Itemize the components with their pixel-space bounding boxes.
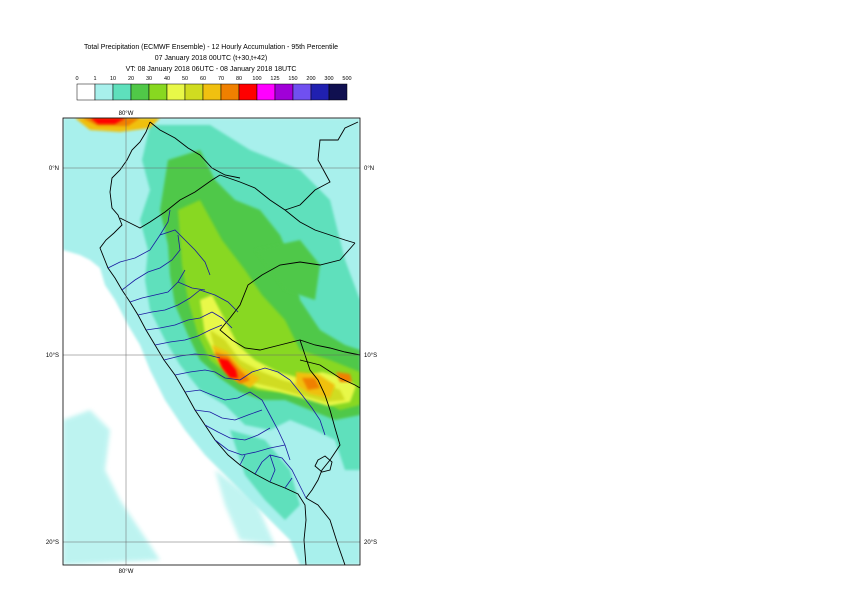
border-ecuador-peru bbox=[119, 174, 221, 229]
border-colombia-brazil bbox=[284, 121, 359, 211]
border-colombia-peru bbox=[219, 174, 356, 244]
legend-tick-label: 100 bbox=[252, 76, 261, 82]
border-peru-brazil bbox=[219, 242, 360, 356]
legend-tick-label: 300 bbox=[324, 76, 333, 82]
graticule bbox=[63, 118, 360, 565]
map-frame bbox=[62, 117, 361, 566]
lon-label-top: 80°W bbox=[119, 111, 134, 117]
legend-tick-label: 80 bbox=[236, 76, 242, 82]
legend-tick-label: 40 bbox=[164, 76, 170, 82]
admin-regions bbox=[107, 209, 326, 499]
country-borders bbox=[99, 121, 360, 565]
legend-tick-label: 70 bbox=[218, 76, 224, 82]
color-legend: 0 1 10 20 30 40 50 60 70 80 100 125 150 200 300 500 bbox=[75, 76, 352, 101]
precip-80mm bbox=[218, 358, 238, 378]
border-peru-bolivia bbox=[299, 339, 341, 499]
legend-tick-label: 125 bbox=[270, 76, 279, 82]
valid-time: VT: 08 January 2018 06UTC - 08 January 2… bbox=[125, 66, 297, 73]
base-time: 07 January 2018 00UTC (t+30,t+42) bbox=[154, 55, 268, 62]
lat-label-right-0: 0°N bbox=[364, 166, 374, 172]
legend-tick-label: 150 bbox=[288, 76, 297, 82]
coastline bbox=[99, 121, 307, 565]
legend-tick-label: 20 bbox=[128, 76, 134, 82]
legend-tick-label: 60 bbox=[200, 76, 206, 82]
map-title: Total Precipitation (ECMWF Ensemble) - 1… bbox=[83, 44, 339, 51]
precip-field bbox=[63, 118, 360, 565]
lat-label-right-10s: 10°S bbox=[364, 353, 377, 359]
lake-titicaca bbox=[314, 455, 333, 473]
lat-label-left-10s: 10°S bbox=[46, 353, 59, 359]
axis-labels: 80°W 80°W 0°N 10°S 20°S 0°N 10°S 20°S bbox=[46, 111, 377, 575]
legend-tick-label: 30 bbox=[146, 76, 152, 82]
legend-tick-label: 50 bbox=[182, 76, 188, 82]
legend-tick-label: 200 bbox=[306, 76, 315, 82]
lat-label-left-0: 0°N bbox=[49, 166, 59, 172]
border-brazil-bolivia bbox=[299, 359, 360, 389]
precip-1mm-offshore bbox=[63, 410, 160, 565]
lat-label-left-20s: 20°S bbox=[46, 540, 59, 546]
legend-swatch bbox=[328, 83, 348, 101]
lon-label-bottom: 80°W bbox=[119, 569, 134, 575]
legend-tick-label: 0 bbox=[75, 76, 78, 82]
legend-tick-label: 1 bbox=[93, 76, 96, 82]
lat-label-right-20s: 20°S bbox=[364, 540, 377, 546]
legend-tick-label: 10 bbox=[110, 76, 116, 82]
legend-tick-label: 500 bbox=[342, 76, 351, 82]
border-bolivia-chile bbox=[305, 497, 346, 565]
border-colombia-ecuador bbox=[149, 121, 241, 179]
